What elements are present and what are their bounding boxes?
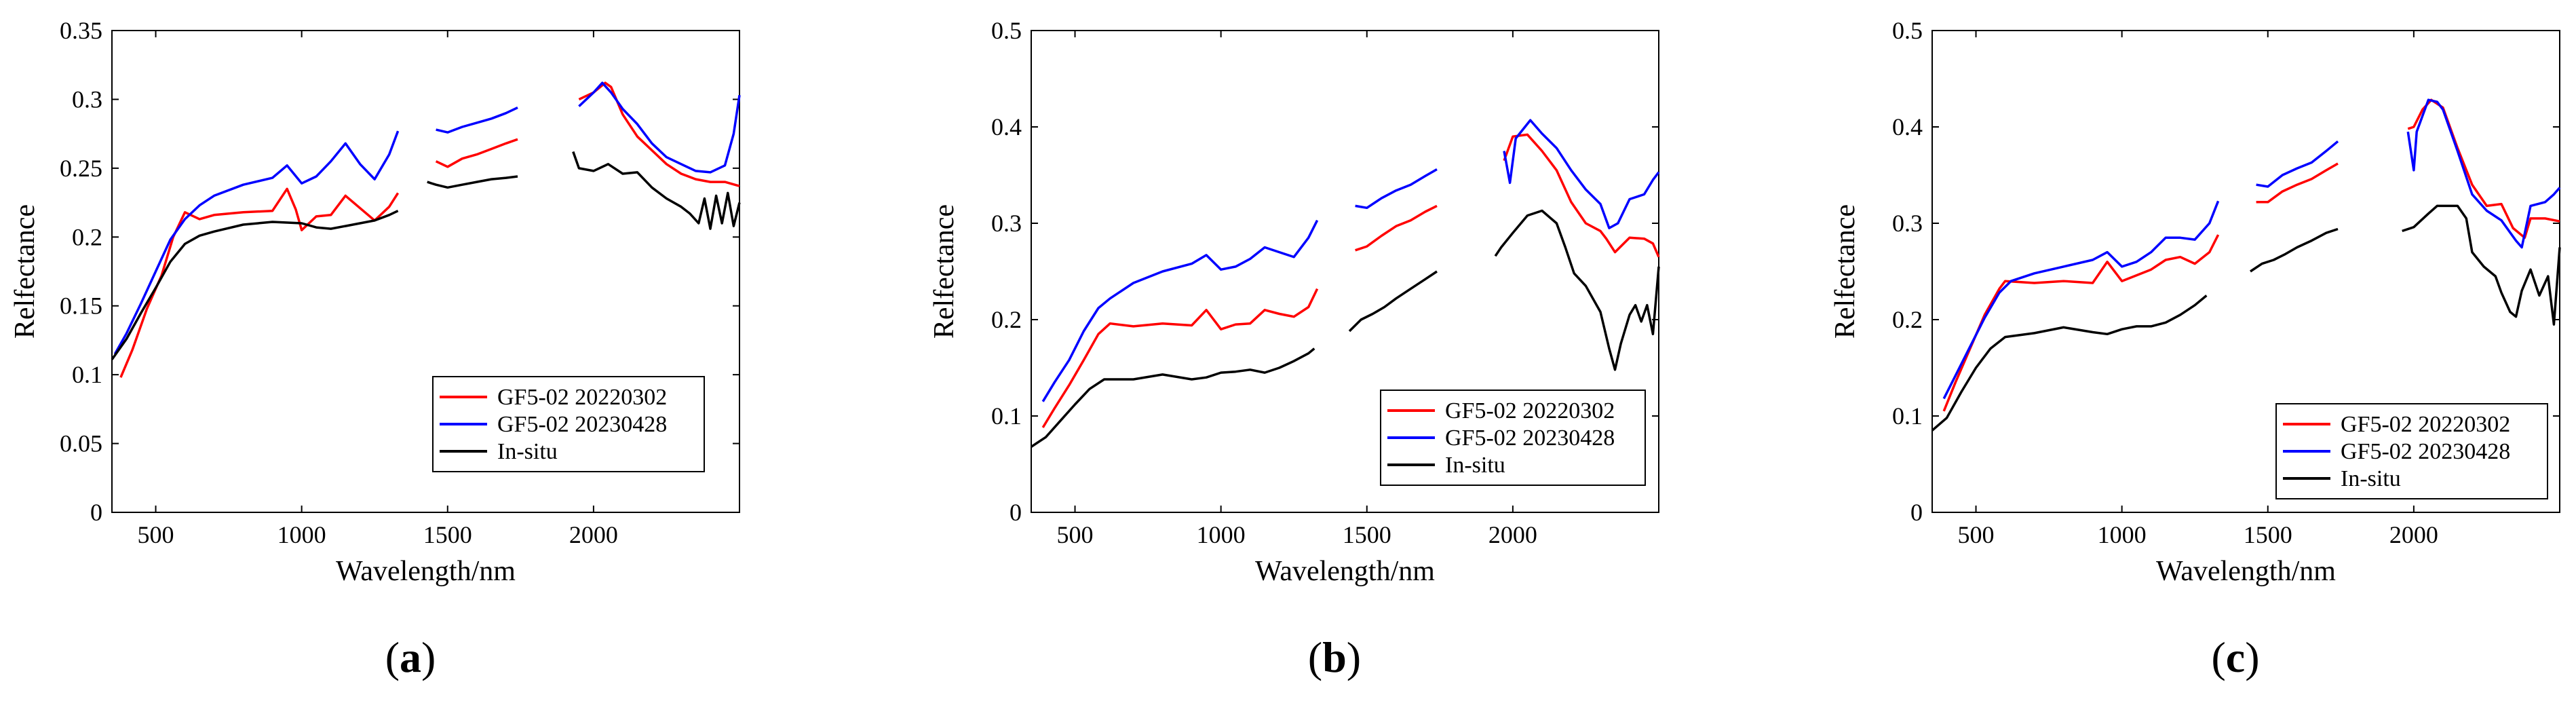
series-line-gf5-02-20220302-seg1 <box>1355 204 1438 252</box>
y-tick-label: 0 <box>90 499 102 526</box>
legend-label: In-situ <box>2341 466 2401 491</box>
series-line-gf5-02-20230428-seg1 <box>2256 140 2339 188</box>
panel-label-open-paren: ( <box>385 633 400 681</box>
x-tick-label: 1500 <box>2244 521 2292 548</box>
y-tick-label: 0.3 <box>991 210 1022 237</box>
y-axis-label: Relfectance <box>1830 204 1861 339</box>
x-axis-label: Wavelength/nm <box>2156 556 2336 587</box>
y-tick-label: 0 <box>1010 499 1022 526</box>
legend-label: GF5-02 20230428 <box>2341 439 2510 464</box>
series-line-gf5-02-20220302-seg2 <box>578 81 740 187</box>
series-line-in-situ-seg2 <box>1494 209 1660 371</box>
x-tick-label: 1500 <box>423 521 472 548</box>
x-tick-label: 1000 <box>277 521 326 548</box>
series-line-gf5-02-20220302-seg2 <box>1503 133 1660 258</box>
y-tick-label: 0.1 <box>991 402 1022 430</box>
x-axis-label: Wavelength/nm <box>1255 556 1435 587</box>
chart-panel-b: 500 1000 1500 2000 0 0.1 0.2 0.3 0.4 0.5 Wavelengt… <box>929 17 1660 681</box>
y-tick-label: 0 <box>1910 499 1923 526</box>
y-tick-label: 0.2 <box>72 223 102 250</box>
panel-label: (b) <box>1308 633 1361 681</box>
series-line-in-situ-seg2 <box>572 151 741 230</box>
x-tick-label: 2000 <box>2389 521 2438 548</box>
panel-label-open-paren: ( <box>1308 633 1322 681</box>
series-line-gf5-02-20230428-seg2 <box>2406 98 2561 249</box>
y-tick-label: 0.1 <box>72 361 102 388</box>
panel-label-letter: b <box>1322 633 1347 681</box>
panel-label-letter: a <box>400 633 421 681</box>
axes-box <box>1931 30 2560 513</box>
series-line-gf5-02-20220302-seg1 <box>2256 162 2339 204</box>
series-line-in-situ-seg0 <box>1931 295 2208 432</box>
series-line-in-situ-seg0 <box>1031 347 1315 448</box>
legend-label: In-situ <box>497 439 558 464</box>
panel-label: (c) <box>2211 633 2259 681</box>
series-line-in-situ-seg1 <box>1348 270 1438 333</box>
series-line-gf5-02-20220302-seg1 <box>435 138 518 168</box>
panel-label-letter: c <box>2226 633 2245 681</box>
legend-label: GF5-02 20220302 <box>497 385 667 410</box>
series-line-in-situ-seg1 <box>2250 227 2339 273</box>
series-line-in-situ-seg1 <box>427 175 518 189</box>
series-line-gf5-02-20220302-seg2 <box>2407 98 2560 240</box>
series-line-gf5-02-20230428-seg2 <box>578 81 741 174</box>
y-tick-label: 0.05 <box>60 430 102 457</box>
panel-label-close-paren: ) <box>1347 633 1361 681</box>
x-tick-label: 2000 <box>1488 521 1537 548</box>
legend-label: GF5-02 20220302 <box>1445 398 1615 423</box>
x-tick-label: 1000 <box>1197 521 1246 548</box>
series-line-gf5-02-20230428-seg0 <box>1041 219 1319 402</box>
legend-label: GF5-02 20220302 <box>2341 412 2510 437</box>
series-line-gf5-02-20230428-seg2 <box>1503 119 1660 229</box>
panel-label-close-paren: ) <box>2245 633 2259 681</box>
x-tick-label: 500 <box>138 521 174 548</box>
panel-label-close-paren: ) <box>421 633 436 681</box>
y-tick-label: 0.5 <box>991 17 1022 44</box>
x-tick-label: 500 <box>1958 521 1995 548</box>
x-tick-label: 1000 <box>2098 521 2147 548</box>
legend-label: GF5-02 20230428 <box>1445 425 1615 451</box>
series-line-in-situ-seg0 <box>111 210 399 360</box>
legend-label: In-situ <box>1445 453 1505 478</box>
series-line-gf5-02-20230428-seg0 <box>113 130 400 355</box>
x-tick-label: 500 <box>1057 521 1094 548</box>
y-tick-label: 0.4 <box>1892 113 1923 140</box>
y-axis-label: Relfectance <box>929 204 960 339</box>
series-line-gf5-02-20220302-seg0 <box>1942 234 2220 412</box>
y-tick-label: 0.4 <box>991 113 1022 140</box>
series-line-gf5-02-20230428-seg1 <box>1355 168 1438 210</box>
y-tick-label: 0.3 <box>1892 210 1923 237</box>
x-tick-label: 1500 <box>1343 521 1391 548</box>
series-line-gf5-02-20220302-seg0 <box>1041 288 1319 428</box>
y-tick-label: 0.5 <box>1892 17 1923 44</box>
x-tick-label: 2000 <box>569 521 618 548</box>
axes-box <box>111 30 740 513</box>
y-tick-label: 0.2 <box>991 306 1022 333</box>
chart-panel-c: 500 1000 1500 2000 0 0.1 0.2 0.3 0.4 0.5 Wavelengt… <box>1830 17 2561 681</box>
series-line-gf5-02-20230428-seg0 <box>1942 200 2220 400</box>
y-tick-label: 0.3 <box>72 86 102 113</box>
x-axis-label: Wavelength/nm <box>336 556 516 587</box>
y-tick-label: 0.15 <box>60 292 102 320</box>
y-tick-label: 0.2 <box>1892 306 1923 333</box>
y-axis-label: Relfectance <box>9 204 41 339</box>
y-tick-label: 0.35 <box>60 17 102 44</box>
y-tick-label: 0.25 <box>60 155 102 182</box>
series-line-in-situ-seg2 <box>2402 204 2561 326</box>
series-line-gf5-02-20220302-seg0 <box>119 187 400 378</box>
legend-label: GF5-02 20230428 <box>497 412 667 437</box>
panel-label: (a) <box>385 633 436 681</box>
y-tick-label: 0.1 <box>1892 402 1923 430</box>
panel-label-open-paren: ( <box>2211 633 2225 681</box>
series-line-gf5-02-20230428-seg1 <box>436 107 518 134</box>
chart-panel-a: 500 1000 1500 2000 0 0.05 0.1 0.15 0.2 0.25 0.3 0.3… <box>9 17 741 681</box>
